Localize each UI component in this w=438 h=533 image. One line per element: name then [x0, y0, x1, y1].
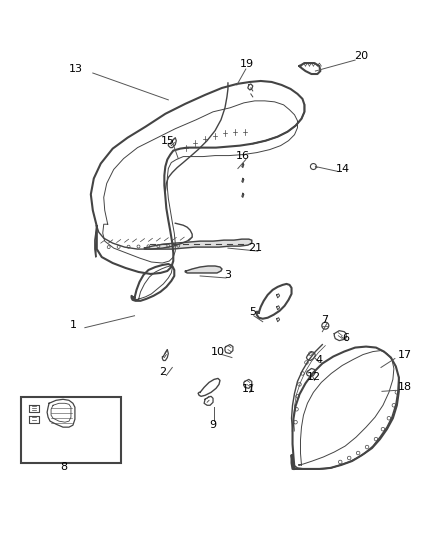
- Text: 21: 21: [248, 243, 262, 253]
- Text: 15: 15: [161, 136, 175, 146]
- Text: 16: 16: [236, 151, 250, 160]
- Text: 6: 6: [343, 333, 350, 343]
- Polygon shape: [185, 266, 222, 273]
- Text: 9: 9: [209, 420, 217, 430]
- Text: 2: 2: [159, 367, 166, 377]
- Text: 8: 8: [60, 462, 67, 472]
- Text: 1: 1: [70, 320, 77, 330]
- Text: 11: 11: [242, 384, 256, 394]
- Text: 18: 18: [398, 382, 412, 392]
- Text: 19: 19: [240, 59, 254, 69]
- Text: 13: 13: [69, 64, 83, 74]
- Text: 20: 20: [354, 51, 368, 61]
- Text: 3: 3: [224, 270, 231, 280]
- Polygon shape: [145, 239, 252, 249]
- Text: 14: 14: [336, 164, 350, 174]
- Text: 17: 17: [398, 350, 412, 360]
- Text: 5: 5: [249, 307, 256, 317]
- Text: 7: 7: [321, 314, 328, 325]
- Text: 4: 4: [316, 354, 323, 365]
- Text: 12: 12: [306, 373, 321, 382]
- Bar: [21, 397, 120, 463]
- Text: 10: 10: [211, 346, 225, 357]
